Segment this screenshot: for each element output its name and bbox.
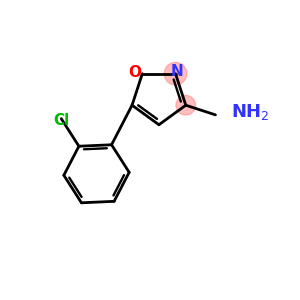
Text: O: O bbox=[128, 65, 141, 80]
Text: N: N bbox=[171, 64, 183, 79]
Circle shape bbox=[176, 95, 196, 115]
Text: Cl: Cl bbox=[53, 113, 69, 128]
Circle shape bbox=[164, 62, 187, 85]
Text: NH$_2$: NH$_2$ bbox=[231, 102, 269, 122]
